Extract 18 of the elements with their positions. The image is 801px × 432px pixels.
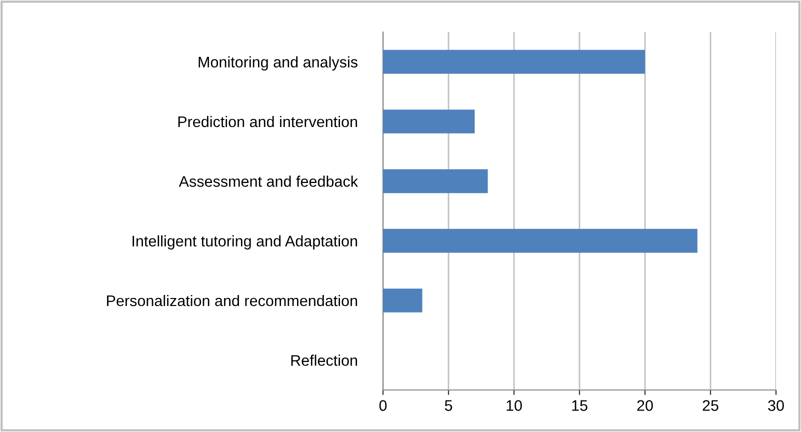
y-tick-label: Reflection — [291, 354, 358, 366]
y-tick-label: Intelligent tutoring and Adaptation — [132, 235, 358, 250]
bar — [383, 110, 475, 134]
bar — [383, 50, 645, 74]
bar — [383, 288, 422, 312]
x-tick-label: 15 — [572, 400, 588, 411]
x-tick-label: 30 — [768, 400, 784, 411]
y-tick-label: Assessment and feedback — [178, 176, 358, 187]
bar — [383, 169, 488, 194]
x-tick-label: 5 — [444, 400, 452, 411]
y-tick-label: Prediction and intervention — [178, 116, 358, 128]
x-tick-label: 10 — [506, 400, 522, 411]
x-tick-label: 0 — [379, 400, 387, 411]
bar — [383, 228, 698, 253]
y-tick-label: Personalization and recommendation — [107, 294, 358, 306]
x-tick-label: 20 — [637, 400, 653, 411]
y-tick-label: Monitoring and analysis — [198, 56, 358, 71]
x-tick-label: 25 — [702, 400, 718, 411]
